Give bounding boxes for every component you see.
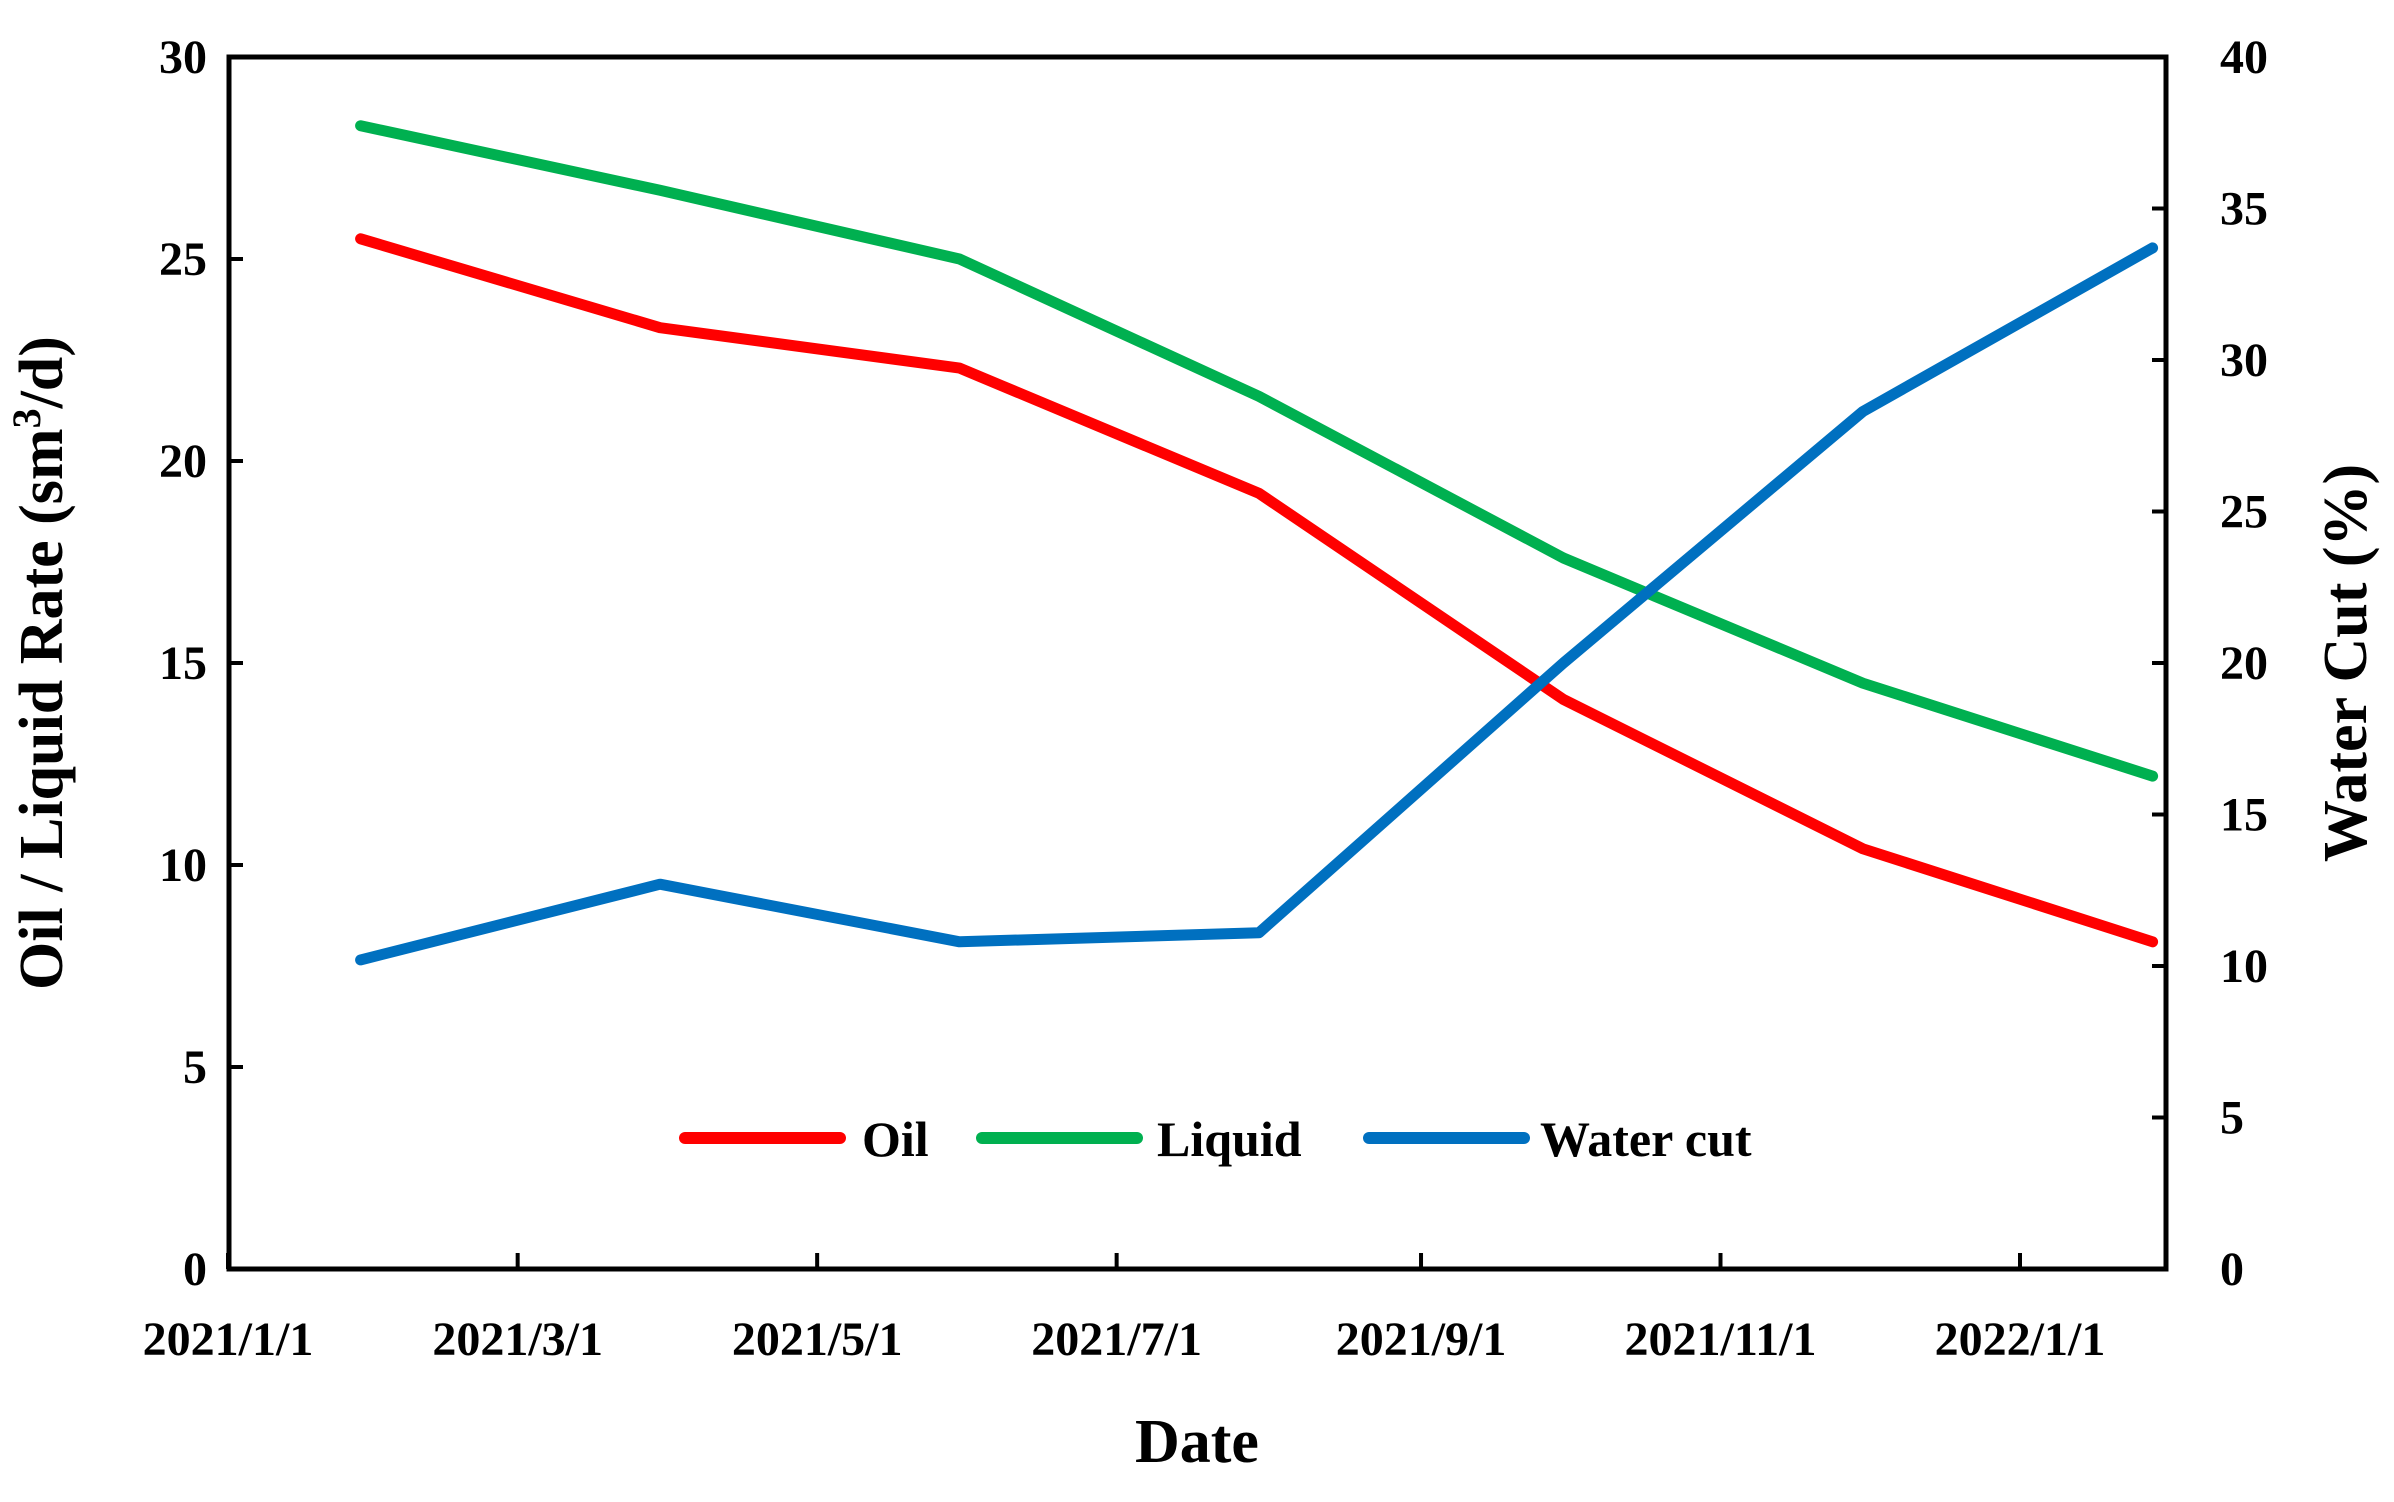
legend-water-cut-label: Water cut <box>1540 1111 1752 1167</box>
left-axis-title-main: Oil / Liquid Rate (sm <box>8 428 76 990</box>
series-line-water-cut <box>355 242 2159 966</box>
series-line-liquid <box>355 120 2159 782</box>
plot-area <box>226 54 2169 1272</box>
right-tick-label: 15 <box>2220 789 2268 842</box>
left-tick-label: 30 <box>159 31 207 84</box>
x-axis-title: Date <box>1135 1408 1259 1476</box>
right-tick-label: 20 <box>2220 637 2268 690</box>
right-tick-label: 35 <box>2220 183 2268 236</box>
left-axis-title-tail: /d) <box>8 336 76 409</box>
right-tick-label: 40 <box>2220 31 2268 84</box>
legend: Oil Liquid Water cut <box>679 1111 1752 1167</box>
left-axis-title-superscript: 3 <box>4 408 49 428</box>
right-tick-label: 30 <box>2220 334 2268 387</box>
left-axis-ticks: 0 5 10 15 20 25 30 <box>159 31 243 1296</box>
left-tick-label: 0 <box>183 1243 207 1296</box>
x-tick-label: 2022/1/1 <box>1935 1313 2106 1366</box>
left-tick-label: 20 <box>159 435 207 488</box>
left-tick-label: 10 <box>159 839 207 892</box>
left-tick-label: 25 <box>159 233 207 286</box>
right-axis-ticks: 0 5 10 15 20 25 30 35 40 <box>2152 31 2268 1296</box>
legend-liquid-label: Liquid <box>1157 1111 1302 1167</box>
right-axis-title: Water Cut (%) <box>2312 464 2380 862</box>
left-axis-title: Oil / Liquid Rate (sm3/d) <box>4 336 76 990</box>
series-line-oil <box>355 233 2159 948</box>
x-tick-label: 2021/3/1 <box>432 1313 603 1366</box>
x-axis-ticks: 2021/1/1 2021/3/1 2021/5/1 2021/7/1 2021/9/1… <box>143 1253 2106 1366</box>
right-tick-label: 5 <box>2220 1092 2244 1145</box>
x-tick-label: 2021/11/1 <box>1624 1313 1816 1366</box>
series-lines <box>355 120 2159 966</box>
left-tick-label: 5 <box>183 1041 207 1094</box>
x-tick-label: 2021/9/1 <box>1336 1313 1507 1366</box>
legend-oil-label: Oil <box>862 1111 929 1167</box>
x-tick-label: 2021/5/1 <box>732 1313 903 1366</box>
x-tick-label: 2021/1/1 <box>143 1313 314 1366</box>
x-tick-label: 2021/7/1 <box>1031 1313 1202 1366</box>
right-tick-label: 0 <box>2220 1243 2244 1296</box>
left-tick-label: 15 <box>159 637 207 690</box>
right-tick-label: 10 <box>2220 940 2268 993</box>
right-tick-label: 25 <box>2220 486 2268 539</box>
